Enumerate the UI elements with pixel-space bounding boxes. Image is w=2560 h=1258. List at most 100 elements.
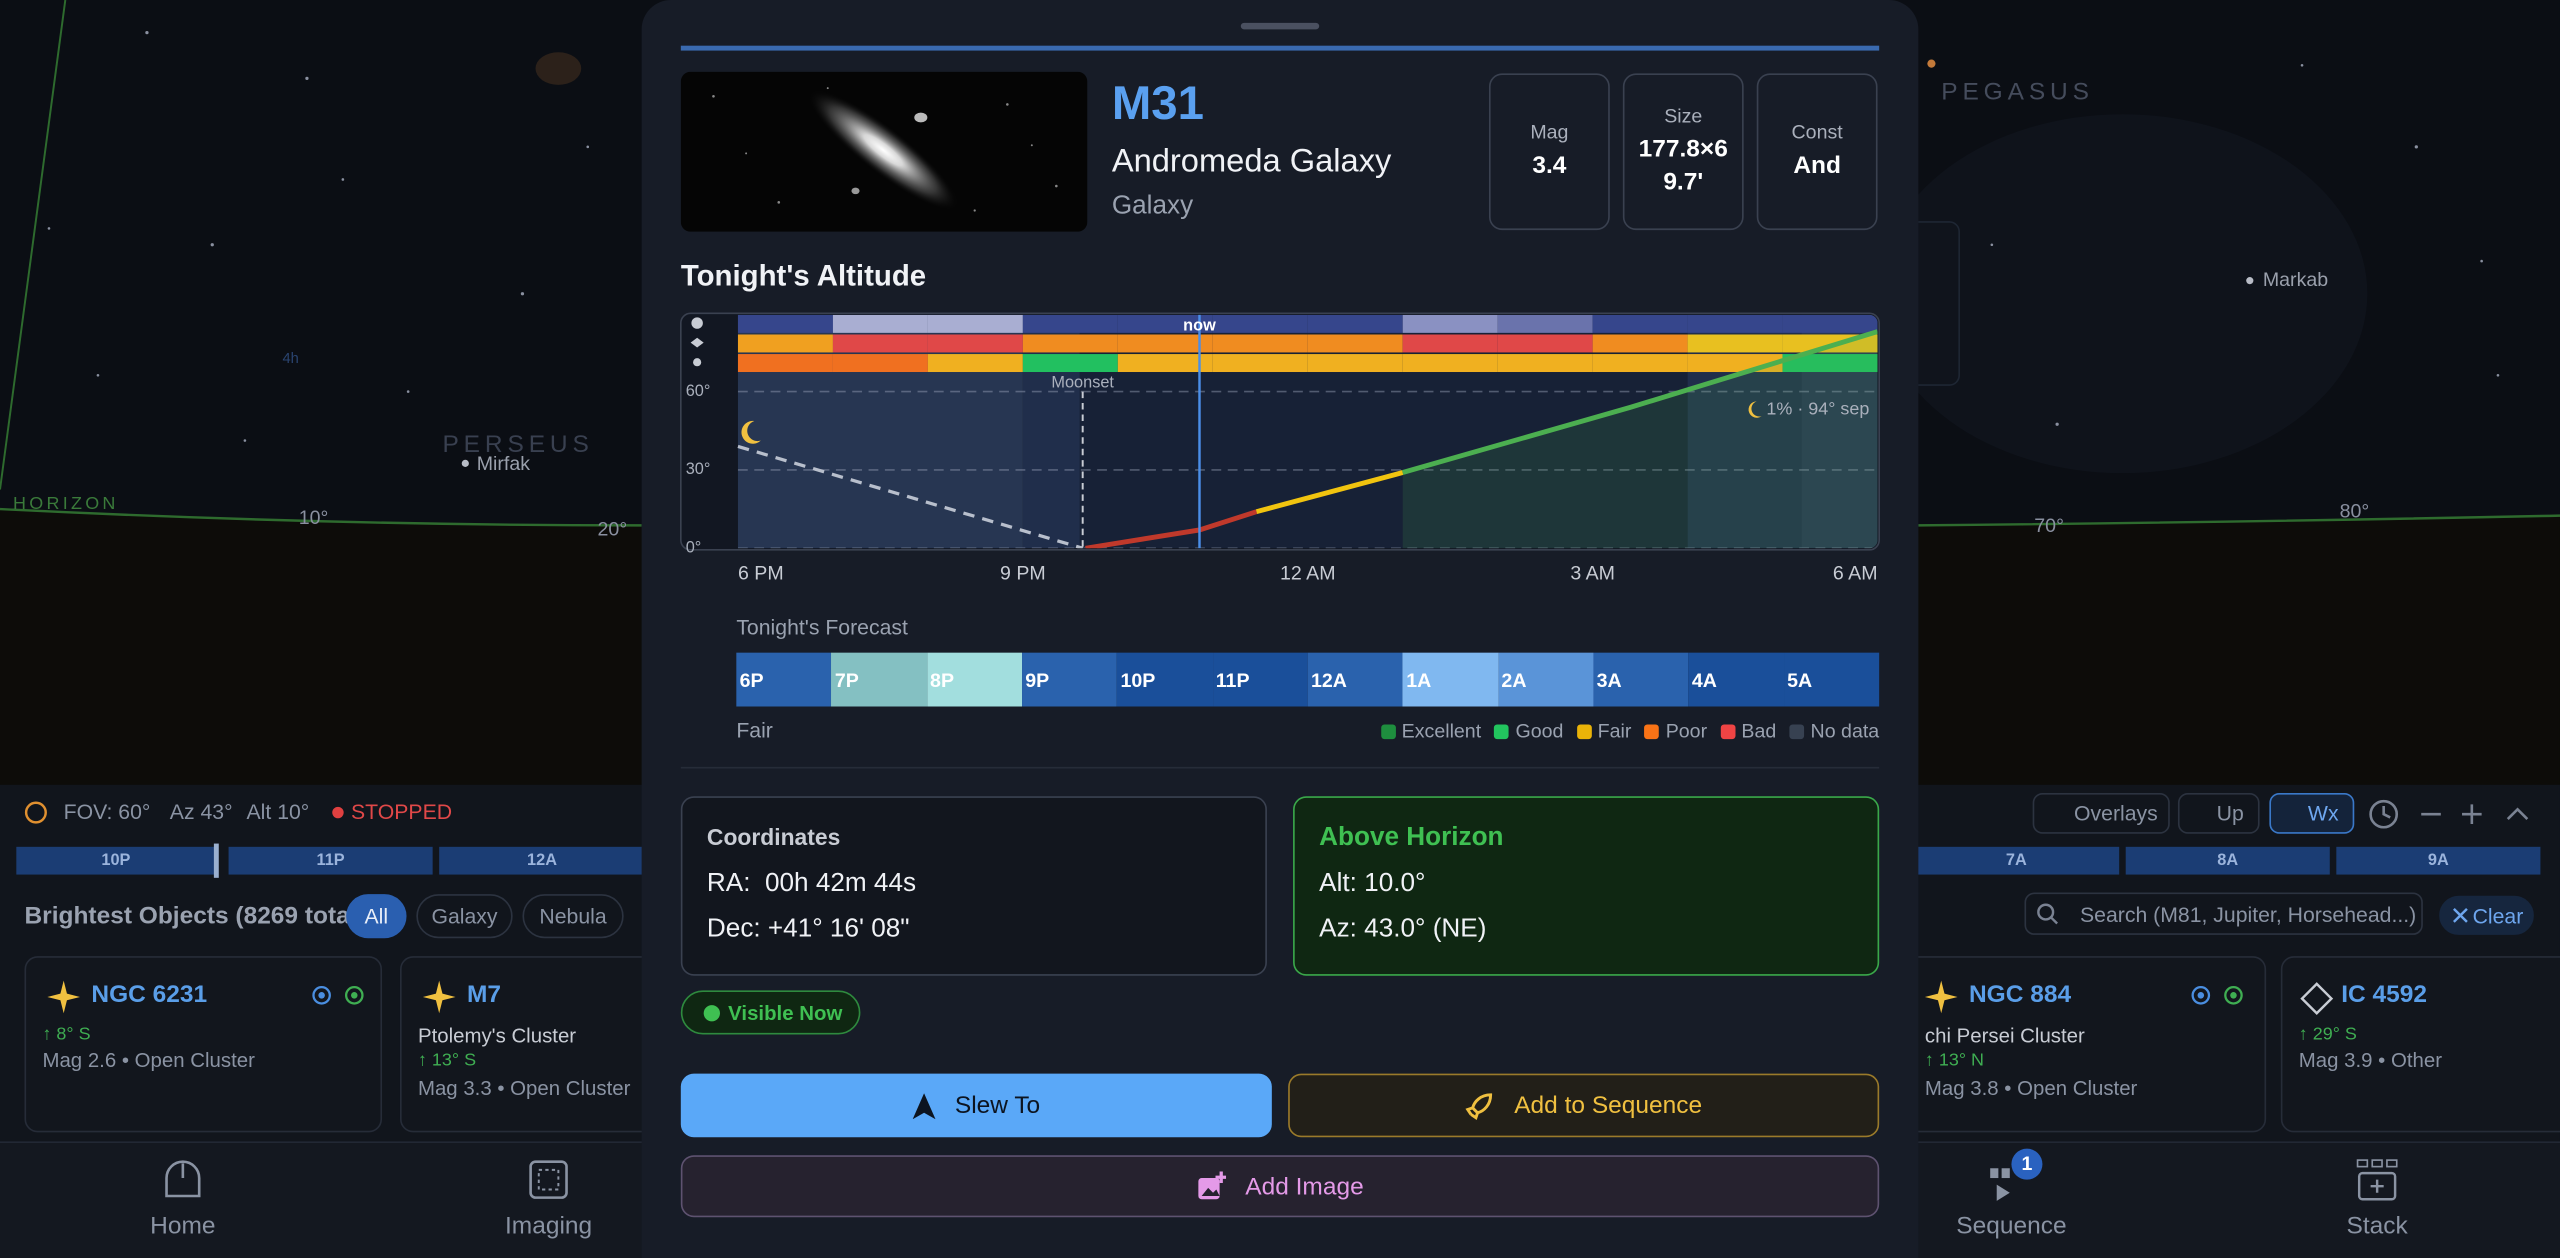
card-actions[interactable]	[2191, 984, 2250, 1007]
forecast-cell: 1A	[1402, 652, 1499, 707]
forecast-hour-label: 3A	[1596, 668, 1622, 692]
object-card[interactable]: NGC 884 chi Persei Cluster ↑ 13° N Mag 3…	[1902, 956, 2267, 1133]
nav-stack[interactable]: Stack	[2279, 1142, 2475, 1258]
up-button[interactable]: Up	[2177, 792, 2260, 834]
object-name: Andromeda Galaxy	[1111, 143, 1392, 180]
forecast-title: Tonight's Forecast	[736, 615, 908, 640]
sparkle-icon	[1924, 980, 1958, 1014]
timeline-cell[interactable]: 7A	[1913, 846, 2120, 875]
moon-altitude-line	[737, 444, 1084, 549]
timeline-cell[interactable]: 11P	[228, 846, 433, 875]
y-tick-label: 0°	[686, 539, 702, 557]
condition-icons	[690, 317, 704, 367]
timeline-cell[interactable]: 10P	[16, 846, 216, 875]
object-name: IC 4592	[2341, 980, 2428, 1009]
button-label: Add to Sequence	[1514, 1091, 1703, 1120]
object-card[interactable]: IC 4592 ↑ 29° S Mag 3.9 • Other	[2280, 956, 2560, 1133]
condition-cell	[1022, 354, 1118, 373]
altitude-line	[1402, 329, 1878, 475]
timeline-label: 9A	[2427, 851, 2449, 870]
cloud-icon	[691, 317, 703, 329]
condition-cell	[1402, 314, 1498, 333]
condition-cell	[1687, 334, 1783, 353]
condition-cell	[1782, 314, 1878, 333]
fov: FOV: 60°	[63, 799, 151, 824]
filter-chip[interactable]: Galaxy	[416, 894, 513, 939]
filter-chip[interactable]: All	[346, 894, 407, 939]
visibility-badge: Visible Now	[680, 990, 861, 1035]
forecast-cell: 12A	[1307, 652, 1403, 707]
sparkle-icon	[47, 980, 80, 1014]
object-info: Mag 3.3 • Open Cluster	[417, 1076, 631, 1100]
forecast-hour-label: 2A	[1501, 668, 1527, 692]
condition-cell	[1497, 314, 1593, 333]
search-input[interactable]: Search (M81, Jupiter, Horsehead...)	[2024, 892, 2423, 935]
other-icon	[2300, 982, 2334, 1015]
search-placeholder: Search (M81, Jupiter, Horsehead...)	[2079, 901, 2417, 926]
altitude: Alt 10°	[246, 799, 310, 824]
legend-swatch	[1576, 723, 1592, 739]
filter-chip[interactable]: Nebula	[522, 894, 624, 939]
add-image-button[interactable]: Add Image	[680, 1155, 1880, 1218]
forecast-cell: 6P	[736, 652, 832, 707]
nav-home[interactable]: Home	[85, 1142, 281, 1258]
object-common-name: Ptolemy's Cluster	[417, 1024, 577, 1048]
nav-label: Stack	[2346, 1212, 2408, 1241]
object-card[interactable]: NGC 6231 ↑ 8° S Mag 2.6 • Open Cluster	[24, 956, 383, 1133]
altitude-label: 80°	[2340, 501, 2370, 523]
slew-button[interactable]: Slew To	[680, 1073, 1272, 1138]
nav-imaging[interactable]: Imaging	[451, 1142, 647, 1258]
altitude-label: 10°	[299, 507, 329, 529]
timeline-cell[interactable]: 9A	[2336, 846, 2541, 875]
nav-icon	[1990, 1168, 2010, 1201]
forecast-cell: 10P	[1117, 652, 1213, 707]
panel-title: Coordinates	[706, 823, 841, 851]
button-label: Clear	[2472, 903, 2524, 928]
legend-label: Fair	[1597, 719, 1632, 743]
nav-sequence[interactable]: 1 Sequence	[1913, 1142, 2109, 1258]
list-heading: Brightest Objects (8269 total)	[24, 902, 365, 931]
object-altitude: ↑ 29° S	[2298, 1024, 2357, 1045]
drag-handle[interactable]	[1240, 22, 1320, 30]
condition-cell	[1117, 354, 1213, 373]
altitude-line	[1255, 470, 1404, 515]
moon-icon	[741, 420, 761, 444]
clear-button[interactable]: Clear	[2439, 895, 2534, 935]
card-actions[interactable]	[312, 984, 371, 1007]
condition-cell	[1402, 354, 1498, 373]
legend-swatch	[1644, 723, 1660, 739]
condition-cell	[832, 354, 928, 373]
button-label: Up	[2216, 801, 2244, 826]
forecast-cell: 2A	[1498, 652, 1594, 707]
stat-label: Const	[1791, 120, 1843, 144]
stat-value: 177.8×69.7'	[1638, 135, 1728, 196]
visibility-label: Visible Now	[728, 1001, 843, 1024]
x-tick-label: 9 PM	[1000, 563, 1046, 585]
timeline-cell[interactable]: 8A	[2125, 846, 2330, 875]
sun-icon	[693, 358, 702, 367]
condition-cell	[1212, 334, 1308, 353]
horizon-label: HORIZON	[13, 493, 119, 513]
altitude-area	[1402, 331, 1878, 549]
forecast-hour-label: 5A	[1787, 668, 1813, 692]
forecast-cell: 3A	[1593, 652, 1689, 707]
button-label: Overlays	[2074, 801, 2158, 826]
add-sequence-button[interactable]: Add to Sequence	[1288, 1073, 1880, 1138]
slew-icon	[912, 1092, 936, 1119]
filter-label: All	[364, 903, 389, 929]
nav-icon	[529, 1160, 568, 1199]
x-tick-label: 6 PM	[738, 563, 784, 585]
current-alt: Alt: 10.0°	[1319, 869, 1426, 898]
legend-label: Bad	[1741, 719, 1777, 743]
weather-button[interactable]: Wx	[2269, 792, 2355, 834]
forecast-cell: 9P	[1022, 652, 1118, 707]
legend-item: Good	[1494, 720, 1563, 742]
search-icon	[2037, 903, 2059, 925]
timeline-cell[interactable]: 12A	[439, 846, 645, 875]
progress-bar	[680, 45, 1880, 51]
object-type: Galaxy	[1111, 192, 1194, 221]
stat-label: Size	[1664, 104, 1703, 128]
overlays-button[interactable]: Overlays	[2032, 792, 2170, 834]
condition-cell	[1022, 334, 1118, 353]
